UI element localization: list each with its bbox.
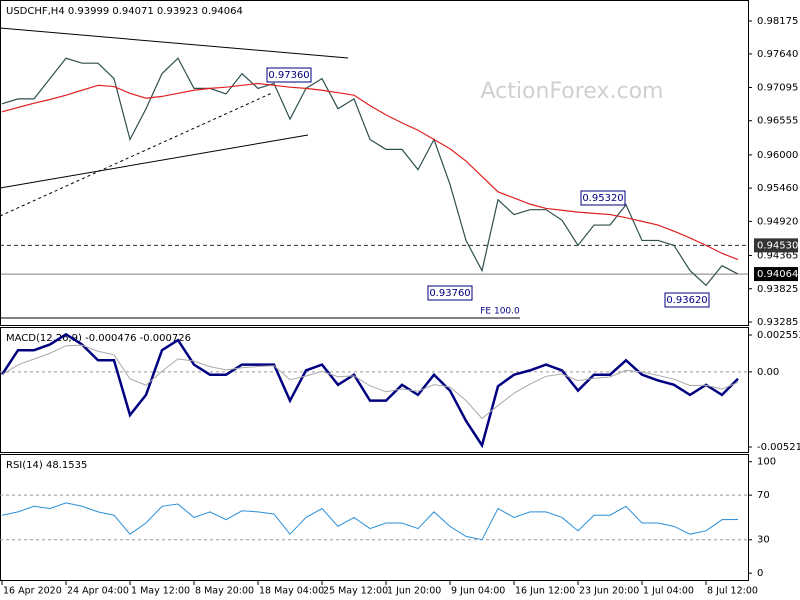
y-tick-label: 100 [757, 457, 776, 468]
series-line [1, 82, 739, 261]
y-tick-label: 0.93285 [757, 317, 798, 328]
y-tick-label: 0.95460 [757, 183, 798, 194]
series-line [1, 57, 739, 287]
x-tick-label: 16 Apr 2020 [3, 586, 62, 597]
panel-title: USDCHF,H4 0.93999 0.94071 0.93923 0.9406… [6, 6, 243, 17]
rsi-panel [0, 454, 749, 581]
price-panel [0, 0, 749, 326]
x-tick-label: 8 Jul 12:00 [707, 586, 758, 597]
y-tick-label: 0.97640 [757, 49, 798, 60]
y-tick-label: 0.00 [757, 367, 779, 378]
price-label: 0.94530 [757, 240, 798, 251]
y-tick-label: 0.96000 [757, 150, 798, 161]
annotation-box [580, 190, 626, 206]
x-tick-label: 8 May 20:00 [195, 586, 254, 597]
x-tick-label: 18 May 04:00 [259, 586, 324, 597]
annotation: FE 100.0 [480, 307, 520, 317]
trendline [0, 27, 349, 59]
watermark: ActionForex.com [481, 79, 664, 104]
x-tick-label: 9 Jun 04:00 [451, 586, 505, 597]
annotation: 0.95320 [582, 193, 623, 204]
price-label-box [754, 238, 798, 253]
x-tick-label: 1 Jun 20:00 [387, 586, 441, 597]
x-tick-label: 1 May 12:00 [131, 586, 190, 597]
y-tick-label: 0.97095 [757, 82, 798, 93]
x-tick-label: 24 Apr 04:00 [67, 586, 129, 597]
x-tick-label: 16 Jun 12:00 [515, 586, 575, 597]
x-tick-label: 23 Jun 20:00 [579, 586, 639, 597]
y-tick-label: 70 [757, 490, 770, 501]
y-tick-label: 0.94920 [757, 216, 798, 227]
annotation: 0.97360 [268, 70, 309, 81]
y-tick-label: -0.005212 [757, 442, 800, 453]
x-tick-label: 1 Jul 04:00 [643, 586, 694, 597]
channel-line [0, 92, 273, 217]
series-line [1, 502, 739, 541]
trendline [0, 134, 309, 189]
annotation-box [664, 292, 710, 308]
annotation-box [266, 67, 312, 83]
y-tick-label: 0.98175 [757, 16, 798, 27]
y-tick-label: 0.96555 [757, 116, 798, 127]
panel-title: MACD(12,26,9) -0.000476 -0.000726 [6, 333, 191, 344]
macd-panel [0, 327, 749, 453]
series-line [1, 344, 739, 420]
annotation: 0.93760 [429, 288, 470, 299]
price-label: 0.94064 [757, 269, 798, 280]
y-tick-label: 30 [757, 535, 770, 546]
y-tick-label: 0.94365 [757, 251, 798, 262]
panel-title: RSI(14) 48.1535 [6, 460, 87, 471]
y-tick-label: 0.93825 [757, 284, 798, 295]
annotation: 0.93620 [666, 295, 707, 306]
y-tick-label: 0.002553 [757, 330, 800, 341]
annotation-box [427, 285, 473, 301]
price-label-box [754, 267, 798, 282]
y-tick-label: 0 [757, 568, 763, 579]
x-tick-label: 25 May 12:00 [323, 586, 388, 597]
series-line [0, 332, 739, 449]
